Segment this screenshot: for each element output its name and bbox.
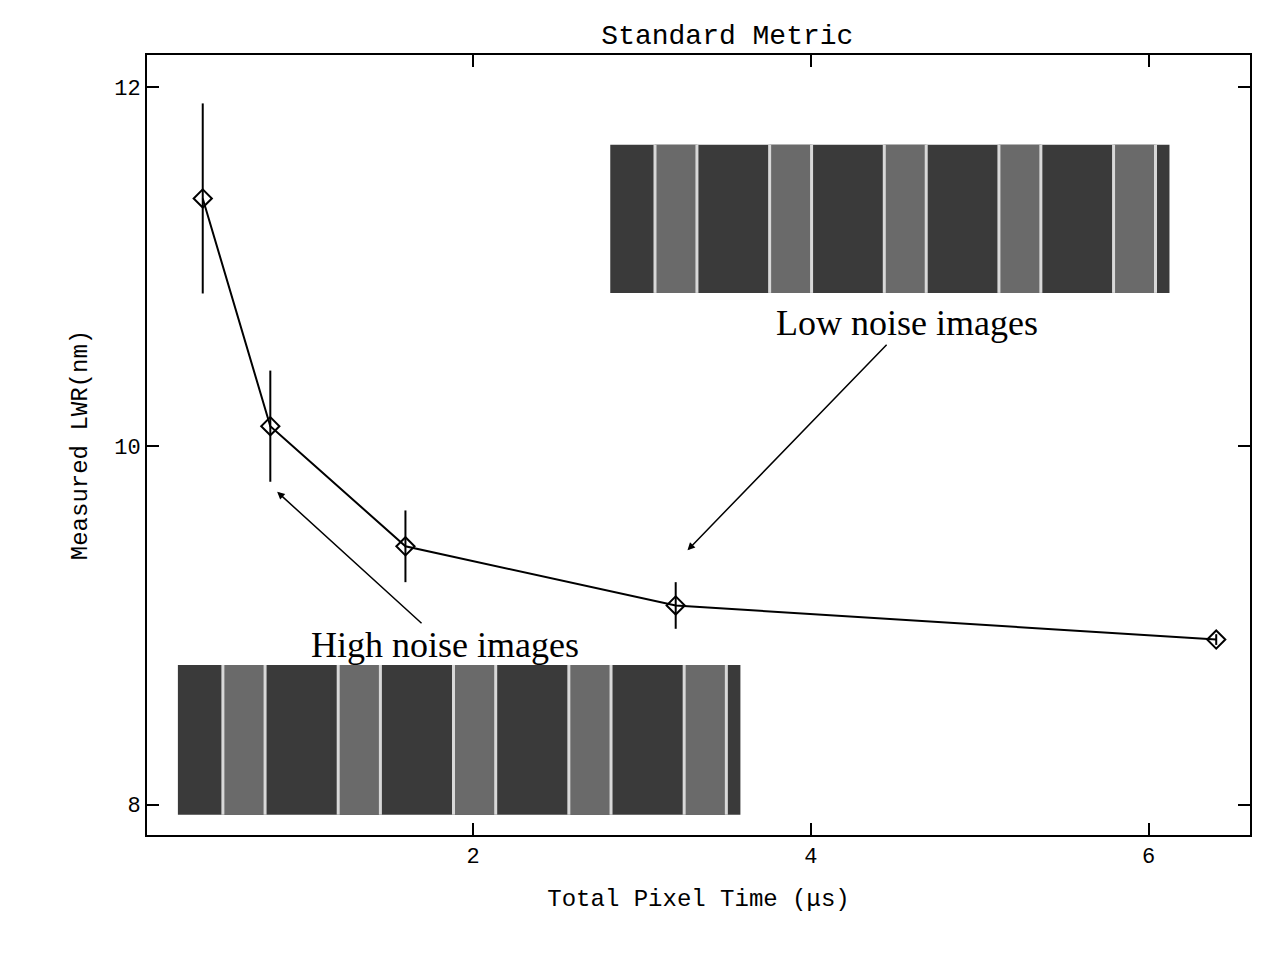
svg-text:12: 12 [114, 77, 140, 102]
svg-text:High noise images: High noise images [311, 625, 579, 665]
svg-text:10: 10 [114, 436, 140, 461]
svg-text:6: 6 [1142, 845, 1155, 870]
svg-text:Total Pixel Time (μs): Total Pixel Time (μs) [547, 886, 849, 913]
svg-text:4: 4 [804, 845, 817, 870]
svg-text:Low noise images: Low noise images [776, 303, 1038, 343]
svg-text:Standard Metric: Standard Metric [601, 21, 853, 52]
svg-text:2: 2 [466, 845, 479, 870]
svg-text:Measured LWR(nm): Measured LWR(nm) [67, 330, 94, 560]
svg-text:8: 8 [127, 794, 140, 819]
